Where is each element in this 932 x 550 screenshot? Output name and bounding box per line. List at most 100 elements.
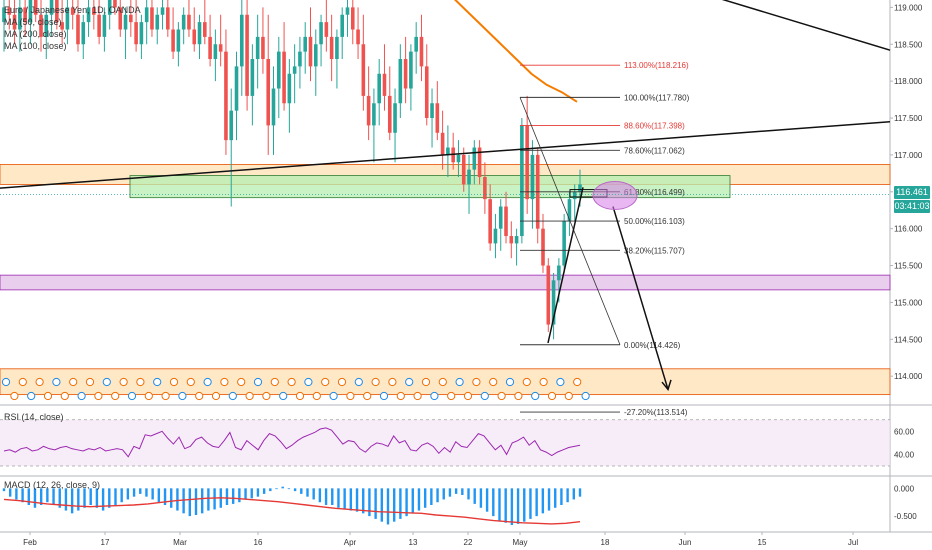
candle-body [213,44,218,60]
macd-histogram-bar [188,488,192,517]
event-marker [203,377,212,387]
candle-body [488,199,492,244]
candle-body [541,228,545,266]
time-tick-label: May [512,538,527,547]
candle-body [324,22,329,37]
macd-histogram-bar [108,488,111,508]
macd-histogram-bar [200,488,204,514]
candle-body [382,73,387,96]
event-marker [539,377,548,387]
macd-histogram-bar [454,488,458,494]
event-marker [337,377,347,387]
candle-body [107,0,112,15]
macd-histogram-bar [64,488,68,511]
macd-histogram-bar [262,488,266,494]
macd-histogram-bar [566,488,569,503]
event-marker [245,391,254,401]
event-marker [497,391,506,401]
rsi-band [0,419,890,466]
event-marker [371,377,380,387]
macd-histogram-bar [293,488,297,492]
candle-body [567,199,572,222]
candle-body [403,59,408,89]
event-marker [564,391,573,401]
event-marker [228,391,237,401]
time-tick-label: Jun [679,538,692,547]
price-tick-label: 118.000 [894,77,923,86]
macd-histogram-bar [83,488,86,508]
candle-body [461,154,466,185]
candle-body [150,7,154,30]
candle-body [308,36,313,67]
bar-countdown-tag: 03:41:03 [894,200,930,213]
macd-histogram-bar [39,488,43,505]
rising-trendline [0,120,891,189]
macd-histogram-bar [89,488,92,505]
legend-ma200: MA (200, close) [4,29,67,39]
price-tick-label: 116.000 [894,225,923,234]
price-tick-label: 119.000 [894,3,923,12]
zone-orange-3 [0,368,891,396]
event-marker [489,377,498,387]
fib-trend-line [519,97,621,345]
macd-histogram-bar [554,488,557,508]
candle-body [171,29,175,52]
event-marker [480,391,489,401]
candle-body [530,154,535,200]
event-marker [379,391,389,401]
fib-level-label: 61.80%(116.499) [624,188,685,197]
candle-body [86,7,91,23]
candle-body [255,36,260,60]
event-marker [211,391,221,401]
candle-body [187,14,191,30]
candle-body [572,191,577,200]
falling-trendline [721,0,891,51]
macd-histogram-bar [95,488,99,508]
time-tick-label: 17 [101,538,110,547]
macd-histogram-bar [411,488,414,514]
macd-histogram-bar [485,488,489,512]
event-marker [463,391,473,401]
macd-histogram-bar [58,488,61,508]
candle-body [18,7,22,30]
macd-histogram-bar [529,488,532,519]
event-marker [581,391,590,401]
candle-body [208,36,212,60]
macd-histogram-bar [182,488,185,514]
candle-body [123,14,128,30]
candle-body [329,36,334,60]
time-tick-label: Jul [848,538,858,547]
event-marker [27,391,36,401]
macd-histogram-bar [114,488,117,505]
fib-level-label: -27.20%(113.514) [624,408,688,417]
candle-body [456,154,461,163]
arrow-head [661,379,672,392]
candle-body [139,22,144,45]
candle-body [361,44,366,96]
macd-histogram-bar [541,488,545,514]
event-marker [237,377,246,387]
candle-body [229,110,234,141]
event-marker [102,377,111,387]
candle-body [250,59,255,96]
macd-histogram-bar [572,488,576,500]
candle-body [203,22,207,37]
macd-tick-label: -0.500 [894,512,917,521]
macd-histogram-bar [256,488,260,497]
macd-histogram-bar [318,488,322,503]
fib-level-label: 100.00%(117.780) [624,93,690,102]
event-marker [321,377,330,387]
event-marker [18,377,27,387]
price-tick-label: 117.500 [894,114,923,123]
macd-signal-line [3,497,581,525]
fib-level-label: 113.00%(118.216) [624,61,689,70]
macd-histogram-bar [492,488,495,517]
candle-body [372,103,376,126]
candle-body [303,36,308,52]
macd-histogram-bar [151,488,154,500]
event-marker [447,391,456,401]
macd-histogram-bar [324,488,328,505]
event-marker [312,391,321,401]
event-marker [262,391,271,401]
